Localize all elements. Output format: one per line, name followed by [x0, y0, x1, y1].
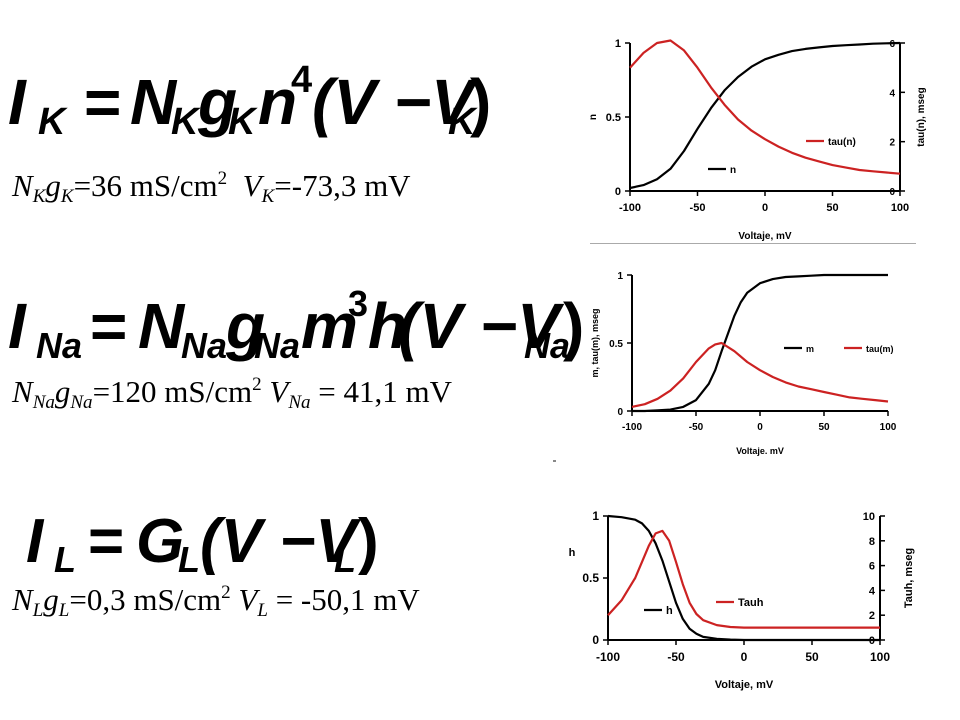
x-tick-label: 50: [818, 422, 830, 433]
eq2-eq: =: [90, 290, 127, 362]
y-tick-label: 1: [617, 271, 623, 282]
separator-line-1: [590, 243, 916, 244]
eq1-lhs-sub: K: [38, 101, 68, 143]
series-line-taum: [631, 341, 889, 408]
eq1-N-sub: K: [171, 101, 201, 143]
y-tick-label: 0: [592, 633, 599, 647]
x-axis-label: Voltaje, mV: [715, 679, 774, 691]
eq1-n: n: [258, 66, 297, 138]
y2-tick-label: 6: [889, 39, 895, 50]
eq3-lhs-sub: L: [54, 539, 76, 580]
legend-label: m: [806, 344, 814, 354]
x-axis-label: Voltaje. mV: [736, 446, 784, 456]
x-tick-label: 0: [762, 202, 768, 214]
x-tick-label: -50: [667, 650, 685, 664]
eq2-close: ): [563, 290, 584, 362]
eq1-g-sub: K: [228, 101, 258, 143]
params-na: NNagNa=120 mS/cm2 VNa = 41,1 mV: [12, 374, 452, 413]
eq2-N-sub: Na: [181, 325, 227, 366]
eq1-g: g: [197, 66, 237, 138]
eq3-G-sub: L: [178, 539, 200, 580]
equation-ik: I K = N K g K n 4 (V −V K ): [8, 59, 491, 143]
x-tick-label: -100: [619, 202, 641, 214]
y2-axis-label: tau(n), mseg: [916, 87, 927, 146]
x-tick-label: 0: [757, 422, 763, 433]
chart-m-tau-m: -100 -50 0 50 100 0 0.5 1 Voltaje. mV m, tau(m), …: [590, 271, 897, 456]
eq2-h: h: [368, 290, 407, 362]
x-tick-label: 100: [880, 422, 897, 433]
y-axis-label: n: [590, 114, 599, 120]
eq1-lhs: I: [8, 66, 27, 138]
eq2-m-sup: 3: [348, 283, 368, 324]
legend-label: Tauh: [738, 597, 764, 609]
x-tick-label: 50: [826, 202, 838, 214]
series-line-n: [629, 41, 901, 190]
y2-tick-label: 4: [889, 88, 895, 99]
eq2-lhs: I: [8, 290, 27, 362]
y2-tick-label: 6: [869, 561, 875, 573]
series-line-m: [632, 273, 888, 413]
eq3-lhs: I: [26, 507, 45, 576]
x-tick-label: 50: [805, 650, 819, 664]
y-tick-label: 0: [617, 407, 623, 418]
eq2-g: g: [225, 290, 265, 362]
eq1-n-sup: 4: [291, 59, 312, 101]
x-tick-label: -50: [690, 202, 706, 214]
params-l: NLgL=0,3 mS/cm2 VL = -50,1 mV: [12, 582, 420, 621]
x-tick-label: -50: [689, 422, 704, 433]
y-tick-label: 0.5: [609, 339, 623, 350]
eq3-paren-sub: L: [334, 539, 356, 580]
y2-tick-label: 2: [889, 138, 895, 149]
x-tick-label: -100: [622, 422, 642, 433]
y-tick-label: 1: [592, 509, 599, 523]
series-line-tauh: [607, 529, 880, 629]
y2-axis-label: Tauh, mseg: [903, 548, 915, 608]
x-tick-label: -100: [596, 650, 620, 664]
eq3-paren: (V −V: [200, 507, 361, 576]
legend-label: h: [666, 605, 673, 617]
eq2-g-sub: Na: [254, 325, 300, 366]
x-tick-label: 100: [891, 202, 909, 214]
y2-tick-label: 8: [869, 536, 875, 548]
eq3-close: ): [358, 507, 379, 576]
equation-ina: I Na = N Na g Na m 3 h (V −V Na ): [8, 283, 584, 366]
y-tick-label: 0.5: [606, 112, 621, 124]
chart-n-tau-n: -100 -50 0 50 100 0 0.5 1 0 2 4 6 Voltaje, mV n tau(n)…: [590, 38, 927, 242]
eq2-lhs-sub: Na: [36, 325, 82, 366]
series-line-taun: [629, 39, 901, 175]
eq2-N: N: [138, 290, 186, 362]
eq1-close: ): [470, 66, 491, 138]
y-axis-label: h: [569, 547, 576, 559]
eq1-eq: =: [84, 66, 121, 138]
legend-label: n: [730, 165, 736, 176]
eq2-paren-sub: Na: [524, 325, 570, 366]
eq2-m: m: [301, 290, 358, 362]
y2-tick-label: 0: [889, 187, 895, 198]
eq2-paren: (V −V: [398, 290, 565, 362]
eq1-paren-sub: K: [448, 101, 478, 143]
legend-label: tau(n): [828, 137, 856, 148]
eq1-paren: (V −V: [312, 66, 479, 138]
y-tick-label: 0: [615, 186, 621, 198]
eq1-N: N: [130, 66, 178, 138]
separator-dot: [553, 460, 556, 462]
y-tick-label: 1: [615, 38, 621, 50]
y2-tick-label: 10: [863, 511, 875, 523]
x-tick-label: 100: [870, 650, 890, 664]
params-k: NKgK=36 mS/cm2 VK=-73,3 mV: [12, 168, 411, 207]
y-tick-label: 0.5: [582, 571, 599, 585]
y-axis-label: m, tau(m), mseg: [590, 308, 600, 377]
equation-il: I L = G L (V −V L ): [26, 507, 379, 580]
y2-tick-label: 2: [869, 610, 875, 622]
x-axis-label: Voltaje, mV: [738, 231, 791, 242]
legend-label: tau(m): [866, 344, 894, 354]
eq3-eq: =: [88, 507, 124, 576]
eq3-G: G: [136, 507, 184, 576]
series-line-h: [607, 514, 880, 642]
x-tick-label: 0: [741, 650, 748, 664]
y2-tick-label: 4: [869, 585, 876, 597]
